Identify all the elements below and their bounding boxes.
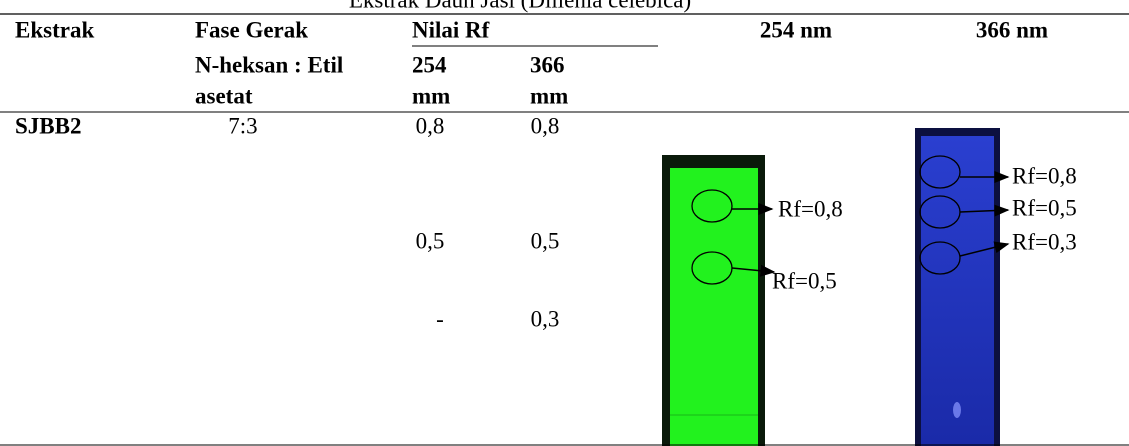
cell: 7:3	[228, 113, 257, 138]
header: mm	[530, 83, 568, 108]
cell: 0,8	[531, 113, 560, 138]
header: N-heksan : Etil	[195, 52, 343, 77]
cell: 0,3	[531, 306, 560, 331]
header: Nilai Rf	[412, 17, 490, 42]
green-plate	[662, 155, 774, 446]
header: 254 nm	[760, 17, 832, 42]
cell: 0,8	[416, 113, 445, 138]
cell: 0,5	[416, 228, 445, 253]
cell: 0,5	[531, 228, 560, 253]
plate-label: Rf=0,5	[1012, 195, 1077, 220]
header: asetat	[195, 83, 253, 108]
plate-label: Rf=0,8	[1012, 163, 1077, 188]
plate-label: Rf=0,3	[1012, 229, 1077, 254]
caption: Ekstrak Daun Jasi (Dillenia celebica)	[349, 0, 691, 12]
document: Ekstrak Daun Jasi (Dillenia celebica) Ek…	[0, 0, 1129, 446]
header: 254	[412, 52, 447, 77]
header: 366	[530, 52, 565, 77]
header: mm	[412, 83, 450, 108]
header: 366 nm	[976, 17, 1048, 42]
cell: SJBB2	[15, 113, 81, 138]
cell: -	[436, 306, 444, 331]
page: {"caption": "Ekstrak Daun Jasi (Dillenia…	[0, 0, 1129, 446]
plate-label: Rf=0,5	[772, 268, 837, 293]
blue-plate	[915, 128, 1008, 446]
header: Fase Gerak	[195, 17, 308, 42]
plate-label: Rf=0,8	[778, 196, 843, 221]
header: Ekstrak	[15, 17, 94, 42]
